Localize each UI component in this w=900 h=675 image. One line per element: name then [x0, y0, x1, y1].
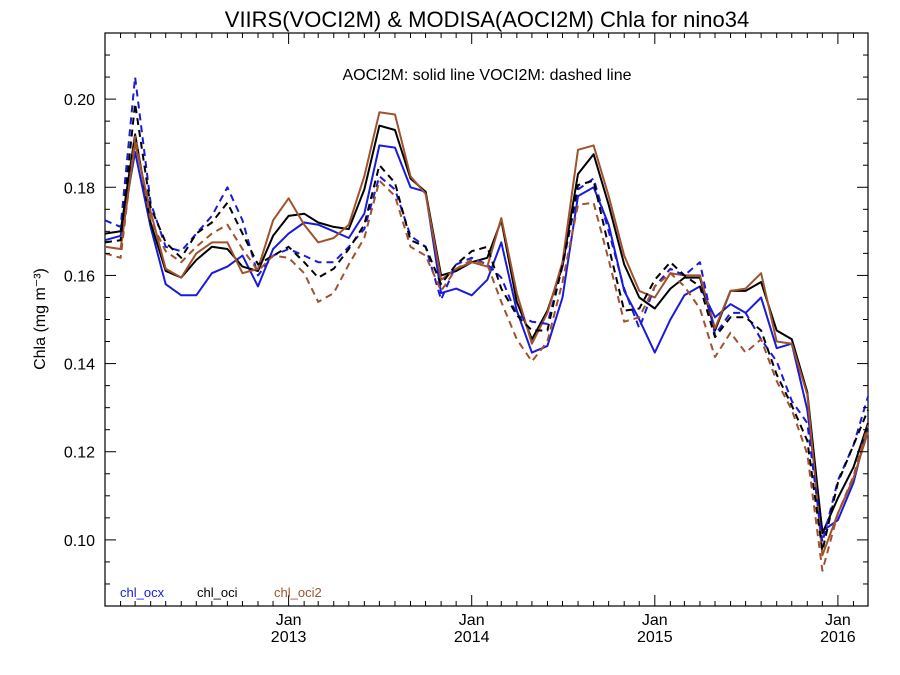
series-line-chl-ocx-solid [104, 144, 869, 533]
series-line-chl-oci2-solid [104, 111, 869, 557]
series-line-chl-ocx-dashed [104, 76, 869, 544]
x-tick-label-month: Jan [459, 612, 485, 629]
x-tick-label-month: Jan [825, 612, 851, 629]
plot-frame [104, 32, 869, 607]
y-tick-label: 0.16 [64, 268, 95, 285]
y-tick-label: 0.20 [64, 92, 95, 109]
y-tick-label: 0.12 [64, 445, 95, 462]
chart-title: VIIRS(VOCI2M) & MODISA(AOCI2M) Chla for … [225, 7, 749, 32]
legend: chl_ocx chl_oci chl_oci2 [120, 585, 322, 600]
x-tick-label-month: Jan [642, 612, 668, 629]
chart-annotation: AOCI2M: solid line VOCI2M: dashed line [342, 67, 631, 84]
series-line-chl-oci-dashed [104, 102, 869, 552]
x-tick-label-year: 2013 [271, 629, 307, 646]
axis-layer: 0.100.120.140.160.180.20Jan2013Jan2014Ja… [64, 33, 869, 646]
y-axis-label: Chla (mg m⁻³) [32, 268, 49, 370]
x-tick-label-year: 2015 [637, 629, 673, 646]
x-tick-label-month: Jan [276, 612, 302, 629]
y-tick-label: 0.14 [64, 357, 95, 374]
series-layer [104, 76, 869, 572]
legend-item-chl-oci2: chl_oci2 [274, 585, 322, 600]
series-line-chl-oci2-dashed [104, 135, 869, 572]
y-tick-label: 0.18 [64, 180, 95, 197]
x-tick-label-year: 2014 [454, 629, 490, 646]
y-tick-label: 0.10 [64, 533, 95, 550]
plot-area: 0.100.120.140.160.180.20Jan2013Jan2014Ja… [64, 32, 869, 646]
legend-item-chl-ocx: chl_ocx [120, 585, 165, 600]
x-tick-label-year: 2016 [820, 629, 856, 646]
series-line-chl-oci-solid [104, 124, 869, 535]
legend-item-chl-oci: chl_oci [197, 585, 238, 600]
